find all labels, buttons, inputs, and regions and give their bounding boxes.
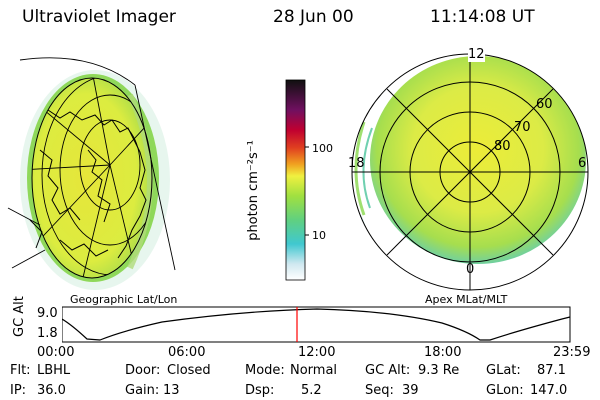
xtick-2359: 23:59 bbox=[553, 345, 591, 360]
mlat-label-80: 80 bbox=[494, 139, 511, 154]
gain-label: Gain: bbox=[125, 383, 160, 398]
colorbar bbox=[285, 79, 309, 281]
seq-label: Seq: bbox=[365, 383, 394, 398]
glon-value: 147.0 bbox=[530, 383, 568, 398]
left-panel-caption: Geographic Lat/Lon bbox=[70, 293, 178, 306]
dsp-value: 5.2 bbox=[301, 383, 322, 398]
info-row-1: Flt: LBHL Door: Closed Mode: Normal GC A… bbox=[10, 363, 600, 379]
dsp-label: Dsp: bbox=[245, 383, 275, 398]
colorbar-tick-10: 10 bbox=[312, 229, 326, 242]
observation-time: 11:14:08 UT bbox=[430, 7, 535, 27]
glat-value: 87.1 bbox=[537, 363, 566, 378]
mlt-label-12: 12 bbox=[468, 47, 485, 62]
gcalt-value: 9.3 Re bbox=[418, 363, 460, 378]
observation-date: 28 Jun 00 bbox=[273, 7, 354, 27]
door-value: Closed bbox=[167, 363, 211, 378]
xtick-0000: 00:00 bbox=[37, 345, 75, 360]
mlat-label-60: 60 bbox=[536, 97, 553, 112]
glat-label: GLat: bbox=[486, 363, 521, 378]
mode-label: Mode: bbox=[245, 363, 285, 378]
colorbar-unit-label: photon cm⁻²s⁻¹ bbox=[245, 140, 261, 241]
polar-plot bbox=[351, 53, 589, 291]
altitude-ytick-9: 9.0 bbox=[37, 306, 58, 321]
seq-value: 39 bbox=[402, 383, 419, 398]
door-label: Door: bbox=[125, 363, 161, 378]
flt-value: LBHL bbox=[37, 363, 71, 378]
geographic-image bbox=[7, 57, 176, 290]
flt-label: Flt: bbox=[10, 363, 31, 378]
xtick-0600: 06:00 bbox=[168, 345, 206, 360]
altitude-plot bbox=[62, 306, 571, 343]
mlt-label-0: 0 bbox=[466, 262, 475, 277]
glon-label: GLon: bbox=[486, 383, 524, 398]
colorbar-tick-100: 100 bbox=[312, 142, 333, 155]
info-row-2: IP: 36.0 Gain: 13 Dsp: 5.2 Seq: 39 GLon:… bbox=[10, 383, 600, 399]
altitude-ytick-1-8: 1.8 bbox=[37, 326, 58, 341]
right-panel-caption: Apex MLat/MLT bbox=[425, 293, 508, 306]
instrument-title: Ultraviolet Imager bbox=[22, 7, 176, 27]
gain-value: 13 bbox=[163, 383, 180, 398]
xtick-1200: 12:00 bbox=[298, 345, 336, 360]
gcalt-label: GC Alt: bbox=[365, 363, 411, 378]
mlt-label-6: 6 bbox=[578, 156, 587, 171]
mode-value: Normal bbox=[290, 363, 338, 378]
ip-value: 36.0 bbox=[37, 383, 66, 398]
mlt-label-18: 18 bbox=[348, 156, 365, 171]
altitude-ylabel: GC Alt bbox=[12, 296, 27, 337]
xtick-1800: 18:00 bbox=[424, 345, 462, 360]
mlat-label-70: 70 bbox=[514, 120, 531, 135]
ip-label: IP: bbox=[10, 383, 27, 398]
